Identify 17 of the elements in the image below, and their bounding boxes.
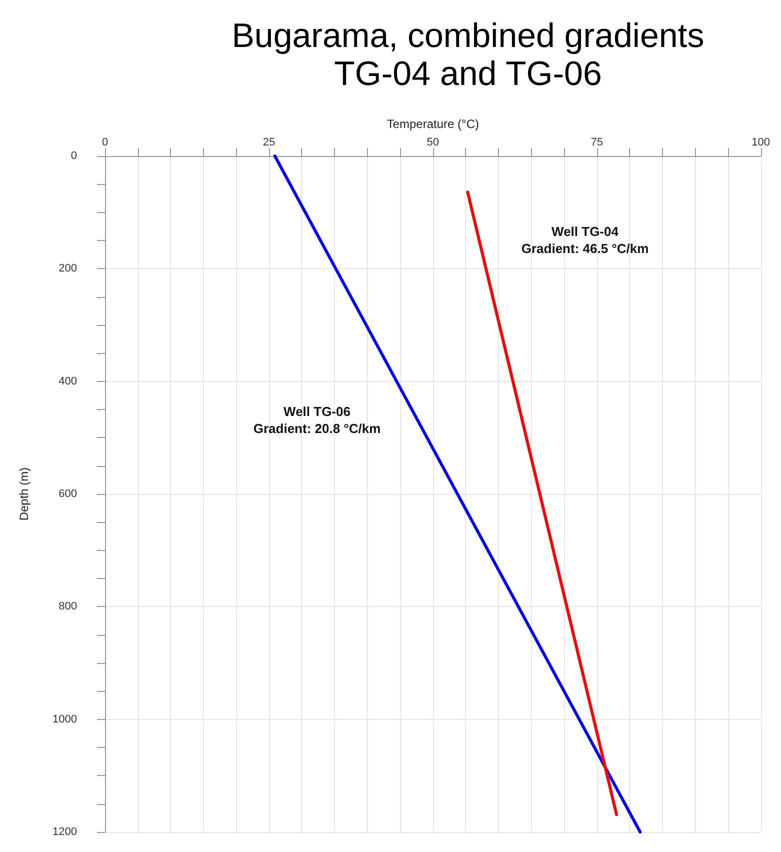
annotation: Well TG-04 Gradient: 46.5 °C/km bbox=[521, 224, 649, 256]
x-tick-label: 50 bbox=[426, 136, 440, 148]
x-tick-label: 25 bbox=[262, 136, 276, 148]
y-tick-label: 1200 bbox=[52, 826, 77, 838]
x-tick-label: 75 bbox=[590, 136, 603, 148]
annotation: Well TG-06 Gradient: 20.8 °C/km bbox=[253, 404, 381, 436]
chart-title: Bugarama, combined gradients TG-04 and TG-06 bbox=[232, 17, 704, 93]
y-tick-label: 200 bbox=[58, 262, 77, 275]
x-tick-label: 100 bbox=[752, 136, 770, 148]
y-tick-label: 600 bbox=[58, 488, 77, 500]
y-tick-label: 1000 bbox=[52, 713, 77, 726]
y-axis-title: Depth (m) bbox=[17, 467, 31, 521]
y-tick-label: 400 bbox=[58, 375, 77, 388]
y-tick-label: 800 bbox=[58, 600, 77, 613]
y-tick-label: 0 bbox=[70, 150, 77, 162]
x-tick-label: 0 bbox=[102, 136, 108, 148]
x-axis-title: Temperature (°C) bbox=[386, 117, 479, 131]
